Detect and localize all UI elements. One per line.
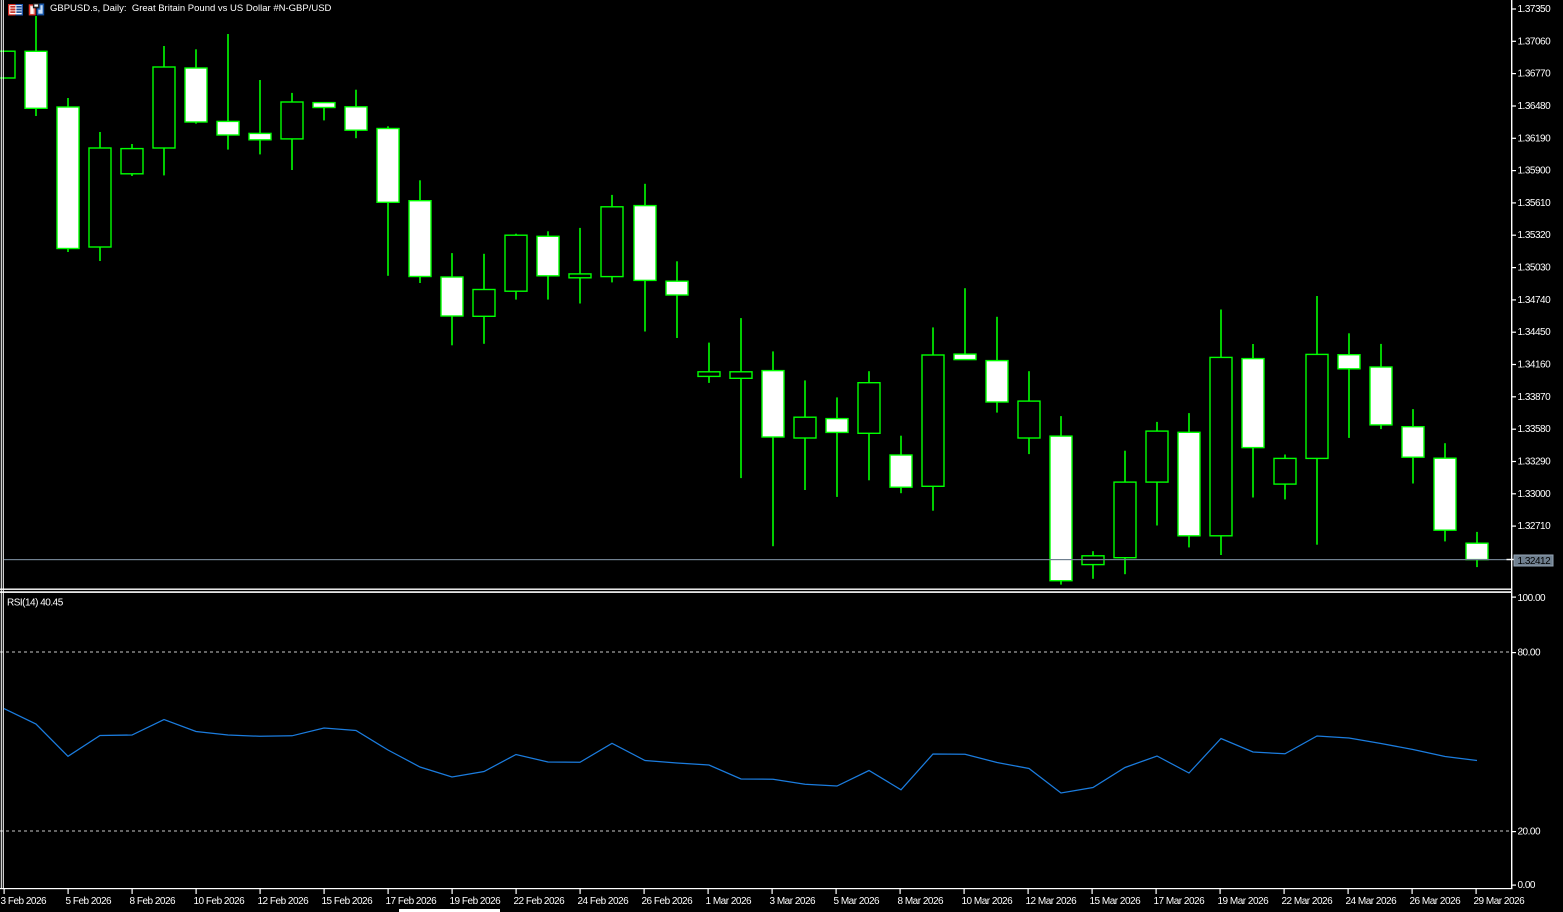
svg-text:100.00: 100.00 <box>1518 593 1547 604</box>
svg-text:1.36190: 1.36190 <box>1518 133 1552 144</box>
svg-text:1.35320: 1.35320 <box>1518 230 1552 241</box>
svg-text:GBPUSD.s, Daily: Great Britai: GBPUSD.s, Daily: Great Britain Pound vs … <box>50 3 332 14</box>
svg-text:1.34160: 1.34160 <box>1518 360 1552 371</box>
svg-text:19 Mar 2026: 19 Mar 2026 <box>1218 896 1270 907</box>
svg-text:26 Mar 2026: 26 Mar 2026 <box>1410 896 1462 907</box>
svg-text:24 Feb 2026: 24 Feb 2026 <box>578 896 630 907</box>
svg-text:1.35900: 1.35900 <box>1518 166 1552 177</box>
svg-text:22 Mar 2026: 22 Mar 2026 <box>1282 896 1334 907</box>
svg-text:10 Feb 2026: 10 Feb 2026 <box>194 896 246 907</box>
svg-text:1.37350: 1.37350 <box>1518 4 1552 15</box>
svg-text:1.36770: 1.36770 <box>1518 69 1552 80</box>
svg-text:19 Feb 2026: 19 Feb 2026 <box>450 896 502 907</box>
svg-text:1 Mar 2026: 1 Mar 2026 <box>706 896 753 907</box>
svg-text:29 Mar 2026: 29 Mar 2026 <box>1474 896 1526 907</box>
svg-text:80.00: 80.00 <box>1518 648 1541 659</box>
svg-text:1.33580: 1.33580 <box>1518 424 1552 435</box>
svg-text:12 Feb 2026: 12 Feb 2026 <box>258 896 310 907</box>
svg-text:8 Feb 2026: 8 Feb 2026 <box>130 896 177 907</box>
svg-text:1.32412: 1.32412 <box>1518 556 1552 567</box>
svg-text:1.33870: 1.33870 <box>1518 392 1552 403</box>
svg-text:26 Feb 2026: 26 Feb 2026 <box>642 896 694 907</box>
svg-text:3 Feb 2026: 3 Feb 2026 <box>1 896 48 907</box>
svg-text:1.36480: 1.36480 <box>1518 101 1552 112</box>
svg-text:1.34450: 1.34450 <box>1518 327 1552 338</box>
svg-text:10 Mar 2026: 10 Mar 2026 <box>962 896 1014 907</box>
svg-text:17 Feb 2026: 17 Feb 2026 <box>386 896 438 907</box>
svg-text:1.32710: 1.32710 <box>1518 521 1552 532</box>
svg-text:3 Mar 2026: 3 Mar 2026 <box>770 896 817 907</box>
svg-text:1.34740: 1.34740 <box>1518 295 1552 306</box>
svg-text:1.35610: 1.35610 <box>1518 198 1552 209</box>
svg-text:0.00: 0.00 <box>1518 880 1536 891</box>
svg-text:17 Mar 2026: 17 Mar 2026 <box>1154 896 1206 907</box>
svg-text:24 Mar 2026: 24 Mar 2026 <box>1346 896 1398 907</box>
svg-text:22 Feb 2026: 22 Feb 2026 <box>514 896 566 907</box>
svg-text:5 Mar 2026: 5 Mar 2026 <box>834 896 881 907</box>
svg-text:1.33290: 1.33290 <box>1518 457 1552 468</box>
svg-text:1.35030: 1.35030 <box>1518 263 1552 274</box>
svg-text:20.00: 20.00 <box>1518 827 1541 838</box>
svg-text:15 Feb 2026: 15 Feb 2026 <box>322 896 374 907</box>
svg-text:12 Mar 2026: 12 Mar 2026 <box>1026 896 1078 907</box>
svg-text:15 Mar 2026: 15 Mar 2026 <box>1090 896 1142 907</box>
svg-text:1.37060: 1.37060 <box>1518 36 1552 47</box>
svg-text:8 Mar 2026: 8 Mar 2026 <box>898 896 945 907</box>
svg-text:RSI(14) 40.45: RSI(14) 40.45 <box>7 598 64 609</box>
svg-text:5 Feb 2026: 5 Feb 2026 <box>66 896 113 907</box>
svg-text:1.33000: 1.33000 <box>1518 489 1552 500</box>
